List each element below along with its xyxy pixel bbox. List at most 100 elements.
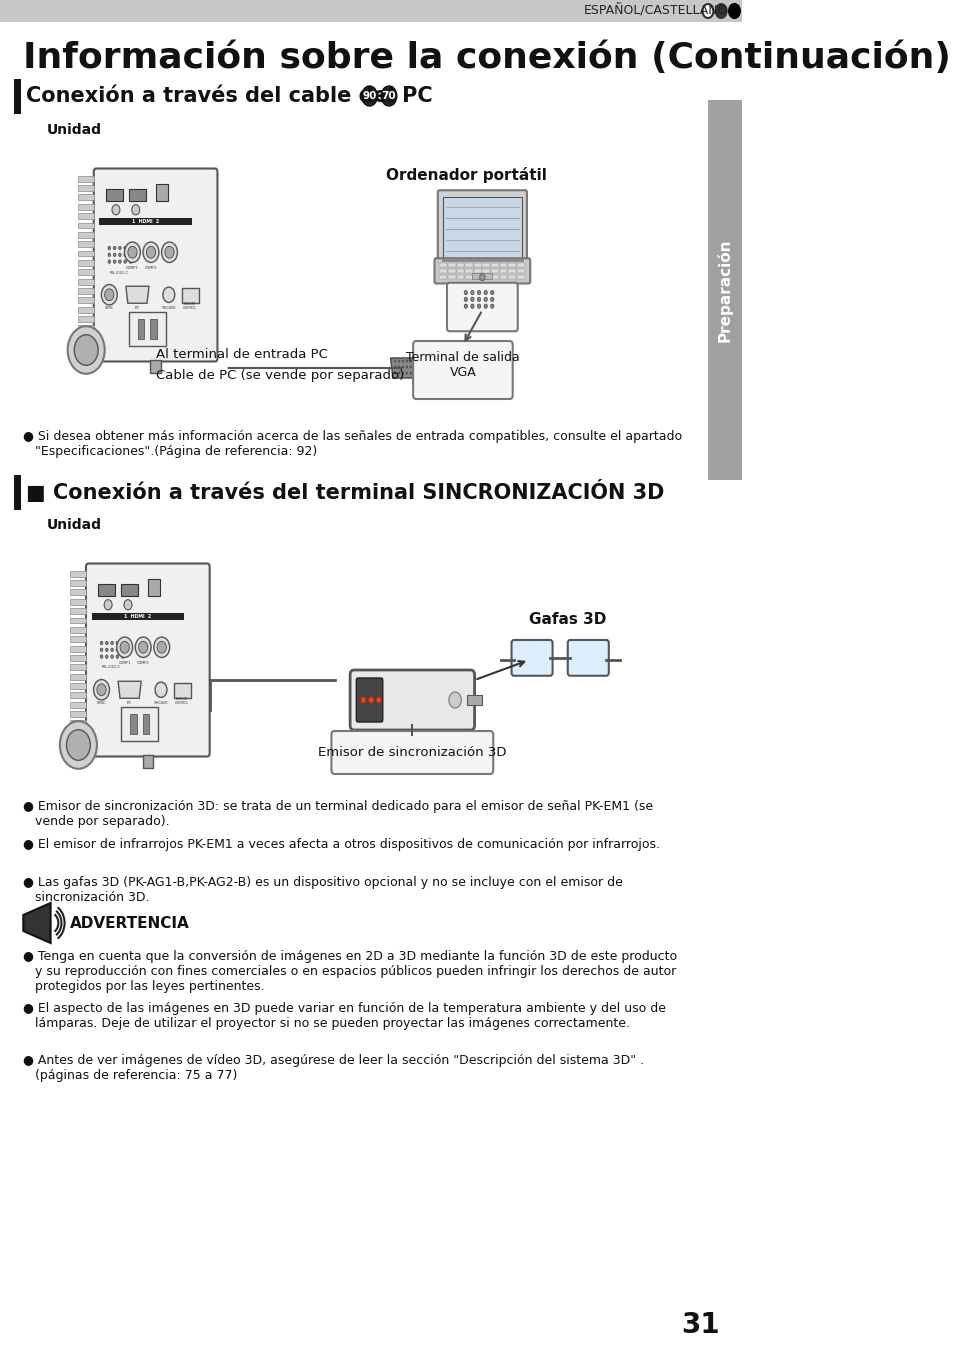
Text: ● Antes de ver imágenes de vídeo 3D, asegúrese de leer la sección "Descripción d: ● Antes de ver imágenes de vídeo 3D, ase… [23, 1054, 644, 1082]
Bar [491, 263, 498, 267]
Bar [70, 655, 86, 660]
Text: 90: 90 [362, 91, 376, 100]
Text: PC: PC [134, 306, 140, 311]
Bar [448, 263, 456, 267]
Circle shape [394, 372, 396, 374]
Bar [77, 251, 94, 256]
Circle shape [490, 297, 494, 301]
Bar [491, 268, 498, 273]
Bar [456, 275, 464, 279]
Circle shape [381, 85, 396, 106]
Bar [70, 664, 86, 670]
Bar [482, 263, 490, 267]
FancyBboxPatch shape [434, 258, 530, 283]
Circle shape [470, 304, 474, 308]
Circle shape [104, 599, 112, 610]
Circle shape [124, 599, 132, 610]
FancyBboxPatch shape [511, 640, 552, 675]
Text: ADVERTENCIA: ADVERTENCIA [70, 915, 190, 930]
Bar [77, 194, 94, 201]
Text: SYNC: SYNC [105, 306, 114, 311]
FancyBboxPatch shape [93, 168, 217, 362]
Circle shape [464, 297, 467, 301]
Circle shape [490, 304, 494, 308]
Text: SYNC: SYNC [96, 701, 106, 705]
Text: Cable de PC (se vende por separado): Cable de PC (se vende por separado) [155, 369, 403, 381]
Bar [474, 275, 481, 279]
Circle shape [409, 372, 412, 374]
Circle shape [409, 366, 412, 369]
Circle shape [449, 692, 461, 708]
Bar [70, 571, 86, 576]
Circle shape [124, 260, 127, 263]
Bar [148, 579, 159, 597]
Circle shape [397, 372, 400, 374]
Bar [0, 0, 741, 22]
Text: COMP2: COMP2 [145, 266, 157, 270]
Bar [99, 218, 192, 225]
Circle shape [124, 254, 127, 256]
Text: Preparación: Preparación [717, 239, 732, 342]
Text: PC: PC [127, 701, 132, 705]
Circle shape [161, 243, 177, 263]
Bar [77, 297, 94, 304]
Text: REMOTE
CONTROL: REMOTE CONTROL [183, 301, 197, 311]
Text: Unidad: Unidad [47, 518, 102, 532]
Bar [77, 335, 94, 340]
Text: COMP1: COMP1 [118, 662, 131, 666]
Circle shape [113, 260, 116, 263]
Bar [142, 713, 149, 734]
Bar [129, 312, 166, 346]
Bar [70, 645, 86, 651]
Bar [77, 270, 94, 275]
Circle shape [60, 721, 97, 769]
Text: Gafas 3D: Gafas 3D [529, 613, 606, 628]
Circle shape [108, 247, 111, 250]
Text: RS-232-C: RS-232-C [102, 666, 121, 670]
Circle shape [105, 289, 113, 301]
Circle shape [129, 247, 132, 250]
Bar [155, 184, 168, 201]
Bar [439, 268, 447, 273]
Bar [182, 287, 198, 304]
FancyBboxPatch shape [86, 564, 210, 757]
Circle shape [135, 637, 151, 658]
Circle shape [74, 335, 98, 365]
Circle shape [397, 366, 400, 369]
Bar [142, 755, 152, 767]
Circle shape [100, 655, 103, 658]
Circle shape [129, 260, 132, 263]
Text: TRIGGER: TRIGGER [161, 306, 176, 311]
Circle shape [146, 247, 155, 258]
Circle shape [116, 648, 118, 651]
FancyBboxPatch shape [331, 731, 493, 774]
Circle shape [405, 359, 408, 362]
Bar [98, 583, 114, 597]
Circle shape [67, 730, 91, 761]
Text: COMP1: COMP1 [126, 266, 138, 270]
Circle shape [118, 254, 121, 256]
Circle shape [401, 366, 404, 369]
Circle shape [120, 641, 130, 654]
Circle shape [163, 287, 174, 302]
Circle shape [157, 641, 166, 654]
Circle shape [479, 274, 484, 281]
Bar [137, 319, 144, 339]
Bar [439, 263, 447, 267]
Bar [129, 188, 146, 201]
Circle shape [108, 254, 111, 256]
Bar [151, 361, 161, 373]
Circle shape [715, 4, 726, 18]
Circle shape [106, 648, 108, 651]
Bar [508, 268, 516, 273]
Text: RS-232-C: RS-232-C [110, 270, 129, 274]
Text: ● El aspecto de las imágenes en 3D puede variar en función de la temperatura amb: ● El aspecto de las imágenes en 3D puede… [23, 1002, 665, 1031]
Text: Ordenador portátil: Ordenador portátil [386, 167, 547, 183]
Text: ● El emisor de infrarrojos PK-EM1 a veces afecta a otros dispositivos de comunic: ● El emisor de infrarrojos PK-EM1 a vece… [23, 838, 659, 852]
Text: COMP2: COMP2 [136, 662, 150, 666]
Bar [499, 263, 507, 267]
Bar [508, 263, 516, 267]
Bar [130, 713, 136, 734]
Circle shape [476, 290, 480, 294]
Bar [70, 607, 86, 614]
